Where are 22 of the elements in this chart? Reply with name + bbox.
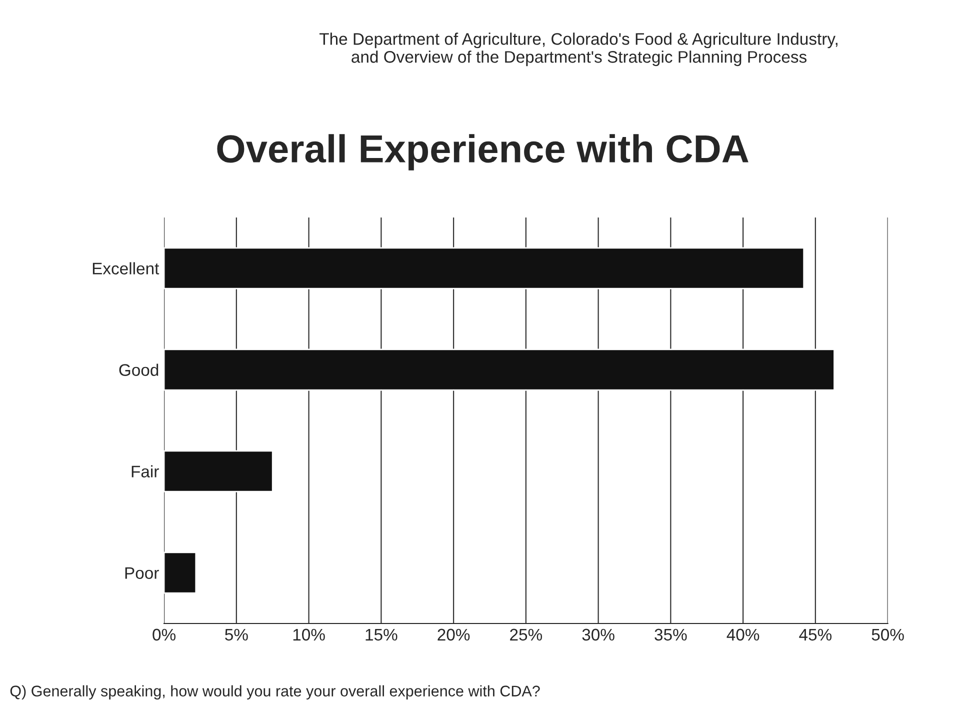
bar — [164, 552, 197, 594]
y-tick-label: Excellent — [92, 262, 160, 274]
x-tick-label: 15% — [366, 628, 398, 641]
x-tick-label: 45% — [799, 628, 832, 641]
bar — [164, 348, 835, 391]
x-tick-label: 50% — [872, 628, 904, 641]
x-tick-label: 25% — [510, 628, 542, 641]
x-tick-label: 0% — [152, 628, 176, 641]
bar — [164, 247, 805, 290]
x-tick-label: 35% — [654, 628, 687, 641]
chart-title: Overall Experience with CDA — [217, 134, 748, 170]
y-tick-label: Poor — [125, 567, 159, 579]
x-tick-label: 40% — [726, 628, 760, 641]
bar — [164, 450, 274, 492]
y-tick-label: Good — [119, 364, 158, 376]
x-tick-label: 30% — [582, 628, 614, 641]
x-tick-label: 10% — [293, 628, 325, 641]
x-tick-label: 20% — [438, 628, 470, 641]
chart-subtitle: The Department of Agriculture, Colorado's Food & Agriculture Industry, and Overview of the Department's Strategic Planning Process — [319, 32, 838, 66]
y-tick-label: Fair — [132, 465, 159, 478]
x-tick-label: 5% — [225, 628, 248, 641]
text: Q) Generally speaking, how would you rate your overall experience with CDA? — [10, 685, 540, 700]
